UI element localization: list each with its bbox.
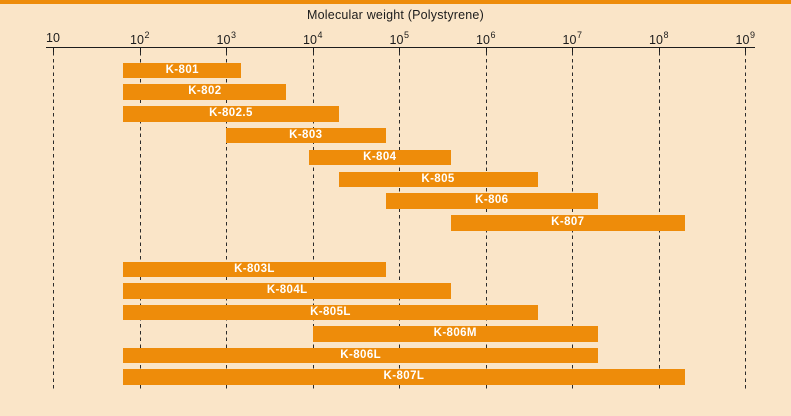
bar-k-807: K-807 bbox=[451, 215, 685, 231]
x-tick-label-10e1: 10 bbox=[46, 31, 60, 45]
bar-k-802.5: K-802.5 bbox=[123, 106, 339, 122]
x-tick-mark bbox=[139, 48, 141, 53]
bar-label: K-802 bbox=[188, 85, 222, 98]
bar-k-806l: K-806L bbox=[123, 347, 599, 363]
x-tick-label-10e2: 102 bbox=[130, 30, 150, 48]
bar-label: K-806M bbox=[433, 327, 477, 339]
top-accent-stripe bbox=[0, 0, 791, 4]
x-tick-mark bbox=[658, 48, 660, 53]
x-tick-label-10e3: 103 bbox=[216, 30, 236, 48]
bar-k-803l: K-803L bbox=[123, 261, 386, 277]
bar-k-804: K-804 bbox=[308, 149, 452, 166]
bar-label: K-807L bbox=[383, 370, 425, 382]
bar-k-807l: K-807L bbox=[123, 369, 685, 385]
bar-k-801: K-801 bbox=[123, 62, 242, 78]
bar-k-806m: K-806M bbox=[312, 326, 599, 342]
x-tick-label-10e4: 104 bbox=[303, 30, 323, 48]
bar-k-806: K-806 bbox=[385, 193, 599, 209]
x-axis-line bbox=[46, 47, 755, 49]
bar-k-802: K-802 bbox=[123, 84, 287, 100]
bar-label: K-802.5 bbox=[209, 107, 253, 120]
bar-label: K-803 bbox=[289, 128, 323, 141]
bar-k-803: K-803 bbox=[226, 127, 386, 144]
bar-label: K-805 bbox=[421, 172, 455, 185]
x-tick-mark bbox=[399, 48, 400, 53]
bar-label: K-807 bbox=[551, 216, 585, 229]
bar-k-804l: K-804L bbox=[123, 283, 452, 299]
bar-label: K-805L bbox=[310, 305, 351, 318]
bar-label: K-803L bbox=[234, 262, 275, 275]
dashed-gridline-10e5 bbox=[399, 52, 400, 391]
dashed-gridline-10e3 bbox=[226, 52, 227, 391]
dashed-gridline-10e9 bbox=[745, 52, 746, 391]
x-tick-label-10e7: 107 bbox=[562, 30, 582, 48]
dashed-gridline-10e2 bbox=[139, 52, 141, 391]
bar-label: K-804L bbox=[266, 284, 308, 296]
bar-label: K-806L bbox=[340, 348, 382, 361]
dashed-gridline-10e1 bbox=[53, 52, 54, 391]
x-tick-mark bbox=[312, 48, 314, 53]
x-tick-label-10e6: 106 bbox=[476, 30, 496, 48]
bar-k-805: K-805 bbox=[338, 171, 538, 187]
x-tick-mark bbox=[745, 48, 746, 53]
dashed-gridline-10e4 bbox=[312, 52, 314, 391]
x-tick-label-10e8: 108 bbox=[649, 30, 669, 48]
x-tick-mark bbox=[572, 48, 573, 53]
bar-label: K-806 bbox=[475, 194, 509, 207]
bar-k-805l: K-805L bbox=[123, 304, 538, 320]
chart-title: Molecular weight (Polystyrene) bbox=[307, 8, 484, 22]
x-tick-label-10e9: 109 bbox=[735, 30, 755, 48]
bar-label: K-804 bbox=[363, 150, 397, 163]
x-tick-mark bbox=[485, 48, 487, 53]
x-tick-mark bbox=[226, 48, 227, 53]
x-tick-mark bbox=[53, 48, 54, 53]
bar-label: K-801 bbox=[165, 63, 199, 76]
x-tick-label-10e5: 105 bbox=[389, 30, 409, 48]
